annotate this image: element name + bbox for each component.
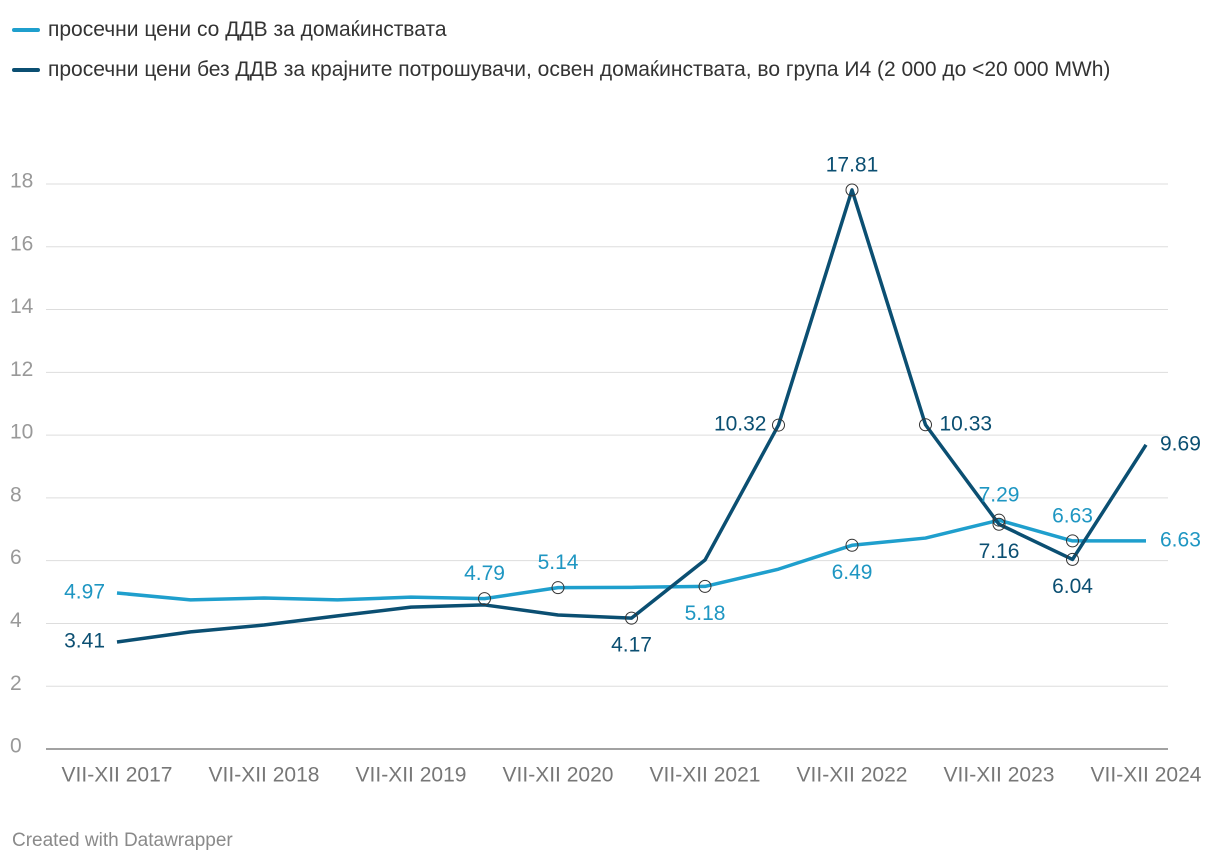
y-tick-label: 18	[10, 170, 33, 193]
y-tick-label: 14	[10, 295, 34, 318]
point-marker	[845, 183, 859, 197]
data-label: 5.18	[685, 602, 726, 625]
data-label: 4.97	[64, 581, 105, 604]
y-tick-label: 2	[10, 672, 22, 695]
footer: Created with Datawrapper	[12, 830, 233, 851]
x-tick-label: VII-XII 2022	[797, 764, 908, 787]
y-tick-label: 10	[10, 421, 33, 444]
legend-item: просечни цени со ДДВ за домаќинствата	[12, 14, 1162, 46]
data-label: 3.41	[64, 630, 105, 653]
data-label: 6.63	[1160, 528, 1201, 551]
point-marker	[992, 513, 1006, 527]
legend-item: просечни цени без ДДВ за крајните потрош…	[12, 54, 1162, 86]
x-tick-label: VII-XII 2017	[62, 764, 173, 787]
legend-label: просечни цени со ДДВ за домаќинствата	[48, 18, 447, 41]
y-tick-label: 6	[10, 546, 22, 569]
y-tick-label: 0	[10, 735, 22, 758]
data-label: 4.17	[611, 634, 652, 657]
data-label: 7.16	[979, 540, 1020, 563]
x-tick-label: VII-XII 2023	[944, 764, 1055, 787]
data-label: 6.49	[832, 561, 873, 584]
point-marker	[845, 538, 859, 552]
data-label: 6.63	[1052, 504, 1093, 527]
point-marker	[919, 418, 932, 432]
point-marker	[772, 418, 785, 432]
data-label: 10.32	[714, 413, 767, 436]
legend: просечни цени со ДДВ за домаќинствата про…	[12, 14, 1162, 86]
x-tick-label: VII-XII 2024	[1091, 764, 1202, 787]
point-marker	[625, 611, 638, 625]
data-label: 5.14	[538, 551, 579, 574]
chart: 0 2 4 6 8 10 12 14 16 18 VII-XII 2017 VII-XII 2018 V…	[10, 154, 1202, 787]
y-tick-label: 12	[10, 358, 33, 381]
data-label: 9.69	[1160, 432, 1201, 455]
data-label: 6.04	[1052, 575, 1093, 598]
y-tick-label: 16	[10, 232, 33, 255]
point-marker	[1066, 534, 1079, 548]
point-marker	[1066, 552, 1079, 566]
y-tick-label: 8	[10, 483, 22, 506]
point-marker	[992, 517, 1006, 531]
x-tick-label: VII-XII 2019	[356, 764, 467, 787]
legend-label: просечни цени без ДДВ за крајните потрош…	[48, 58, 1111, 81]
legend-swatch	[12, 68, 40, 72]
series-line	[116, 518, 1146, 602]
data-label: 17.81	[826, 154, 879, 177]
legend-swatch	[12, 28, 40, 32]
data-label: 4.79	[464, 562, 505, 585]
data-label: 7.29	[979, 484, 1020, 507]
point-marker	[478, 592, 491, 606]
series-line	[116, 188, 1148, 644]
y-tick-label: 4	[10, 609, 22, 632]
x-tick-label: VII-XII 2018	[209, 764, 320, 787]
point-marker	[551, 581, 565, 595]
x-tick-label: VII-XII 2020	[503, 764, 614, 787]
point-marker	[698, 579, 712, 593]
data-label: 10.33	[940, 412, 993, 435]
x-tick-label: VII-XII 2021	[650, 764, 761, 787]
